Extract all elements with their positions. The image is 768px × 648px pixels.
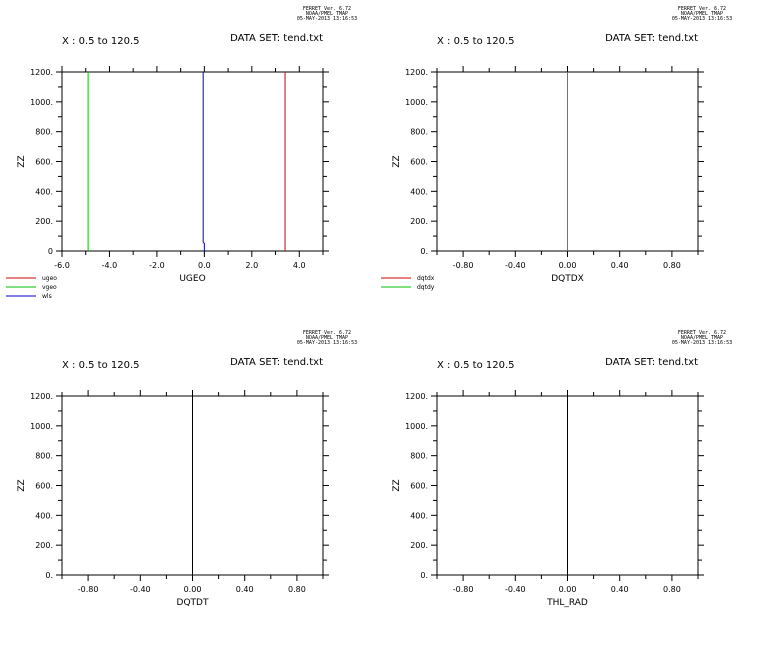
ferret-stamp-line: FERRET Ver. 6.72 bbox=[678, 330, 726, 336]
legend-label: dqtdx bbox=[417, 275, 435, 282]
y-tick-label: 800. bbox=[35, 452, 53, 461]
ferret-stamp-line: 05-MAY-2013 13:16:53 bbox=[297, 16, 357, 22]
ferret-stamp-line: NOAA/PMEL TMAP bbox=[681, 11, 723, 17]
y-tick-label: 200. bbox=[35, 541, 53, 550]
x-tick-label: 0.00 bbox=[559, 585, 577, 594]
x-tick-label: -0.80 bbox=[78, 585, 99, 594]
y-tick-label: 600. bbox=[410, 482, 428, 491]
x-tick-label: -0.80 bbox=[453, 261, 474, 270]
x-tick-label: -6.0 bbox=[54, 261, 70, 270]
ferret-stamp-line: FERRET Ver. 6.72 bbox=[678, 6, 726, 12]
legend-label: wls bbox=[42, 293, 52, 300]
y-axis-label: ZZ bbox=[17, 479, 27, 491]
y-tick-label: 1200. bbox=[30, 392, 53, 401]
legend-label: vgeo bbox=[42, 284, 57, 291]
y-tick-label: 800. bbox=[35, 128, 53, 137]
x-tick-label: 0.40 bbox=[611, 261, 629, 270]
chart-header-left: X : 0.5 to 120.5 bbox=[437, 360, 515, 371]
y-tick-label: 400. bbox=[410, 511, 428, 520]
x-tick-label: -0.40 bbox=[130, 585, 151, 594]
x-tick-label: 0.40 bbox=[236, 585, 254, 594]
y-tick-label: 600. bbox=[410, 158, 428, 167]
y-tick-label: 1000. bbox=[405, 422, 428, 431]
y-tick-label: 600. bbox=[35, 482, 53, 491]
y-tick-label: 400. bbox=[35, 511, 53, 520]
x-tick-label: -0.40 bbox=[505, 261, 526, 270]
y-axis-label: ZZ bbox=[17, 155, 27, 167]
chart-header-left: X : 0.5 to 120.5 bbox=[62, 360, 140, 371]
x-tick-label: -2.0 bbox=[149, 261, 165, 270]
x-axis-label: DQTDT bbox=[177, 598, 209, 608]
chart-panel-ugeo: FERRET Ver. 6.72 NOAA/PMEL TMAP 05-MAY-201… bbox=[0, 0, 384, 324]
y-tick-label: 1200. bbox=[405, 392, 428, 401]
y-tick-label: 200. bbox=[35, 217, 53, 226]
x-tick-label: 4.0 bbox=[293, 261, 306, 270]
x-axis-label: THL_RAD bbox=[546, 598, 588, 608]
y-tick-label: 0. bbox=[420, 571, 428, 580]
chart-header-right: DATA SET: tend.txt bbox=[605, 357, 698, 368]
plot-frame bbox=[61, 71, 324, 252]
y-tick-label: 400. bbox=[410, 187, 428, 196]
y-axis-label: ZZ bbox=[392, 155, 402, 167]
legend-label: dqtdy bbox=[417, 284, 435, 291]
chart-header-left: X : 0.5 to 120.5 bbox=[437, 36, 515, 47]
ferret-stamp-line: FERRET Ver. 6.72 bbox=[303, 6, 351, 12]
x-tick-label: 0.80 bbox=[663, 585, 681, 594]
ferret-stamp-line: NOAA/PMEL TMAP bbox=[306, 11, 348, 17]
x-tick-label: 0.80 bbox=[288, 585, 306, 594]
chart-panel-dqtdt: FERRET Ver. 6.72 NOAA/PMEL TMAP 05-MAY-201… bbox=[0, 324, 384, 648]
y-tick-label: 400. bbox=[35, 187, 53, 196]
y-tick-label: 0. bbox=[420, 247, 428, 256]
x-tick-label: -0.80 bbox=[453, 585, 474, 594]
y-tick-label: 200. bbox=[410, 541, 428, 550]
ferret-stamp-line: 05-MAY-2013 13:16:53 bbox=[672, 16, 732, 22]
y-tick-label: 1200. bbox=[30, 68, 53, 77]
y-tick-label: 1000. bbox=[30, 422, 53, 431]
x-tick-label: 0.00 bbox=[184, 585, 202, 594]
ferret-stamp-line: 05-MAY-2013 13:16:53 bbox=[672, 340, 732, 346]
chart-header-right: DATA SET: tend.txt bbox=[230, 33, 323, 44]
chart-header-right: DATA SET: tend.txt bbox=[230, 357, 323, 368]
x-axis-label: UGEO bbox=[179, 274, 205, 284]
x-tick-label: -4.0 bbox=[102, 261, 118, 270]
ferret-stamp-line: NOAA/PMEL TMAP bbox=[306, 335, 348, 341]
y-tick-label: 200. bbox=[410, 217, 428, 226]
x-tick-label: 2.0 bbox=[245, 261, 258, 270]
y-tick-label: 0. bbox=[45, 571, 53, 580]
y-tick-label: 1000. bbox=[30, 98, 53, 107]
legend-label: ugeo bbox=[42, 275, 57, 282]
x-tick-label: -0.40 bbox=[505, 585, 526, 594]
ferret-stamp-line: FERRET Ver. 6.72 bbox=[303, 330, 351, 336]
x-tick-label: 0.00 bbox=[559, 261, 577, 270]
y-tick-label: 1200. bbox=[405, 68, 428, 77]
chart-header-left: X : 0.5 to 120.5 bbox=[62, 36, 140, 47]
ferret-stamp-line: 05-MAY-2013 13:16:53 bbox=[297, 340, 357, 346]
y-axis-label: ZZ bbox=[392, 479, 402, 491]
y-tick-label: 800. bbox=[410, 452, 428, 461]
series-line-wls bbox=[202, 72, 205, 251]
y-tick-label: 800. bbox=[410, 128, 428, 137]
x-axis-label: DQTDX bbox=[551, 274, 584, 284]
y-tick-label: 600. bbox=[35, 158, 53, 167]
chart-panel-dqtdx: FERRET Ver. 6.72 NOAA/PMEL TMAP 05-MAY-201… bbox=[375, 0, 759, 324]
ferret-stamp-line: NOAA/PMEL TMAP bbox=[681, 335, 723, 341]
y-tick-label: 1000. bbox=[405, 98, 428, 107]
x-tick-label: 0.0 bbox=[198, 261, 211, 270]
y-tick-label: 0 bbox=[48, 247, 53, 256]
x-tick-label: 0.40 bbox=[611, 585, 629, 594]
chart-header-right: DATA SET: tend.txt bbox=[605, 33, 698, 44]
x-tick-label: 0.80 bbox=[663, 261, 681, 270]
chart-panel-thl-rad: FERRET Ver. 6.72 NOAA/PMEL TMAP 05-MAY-201… bbox=[375, 324, 759, 648]
